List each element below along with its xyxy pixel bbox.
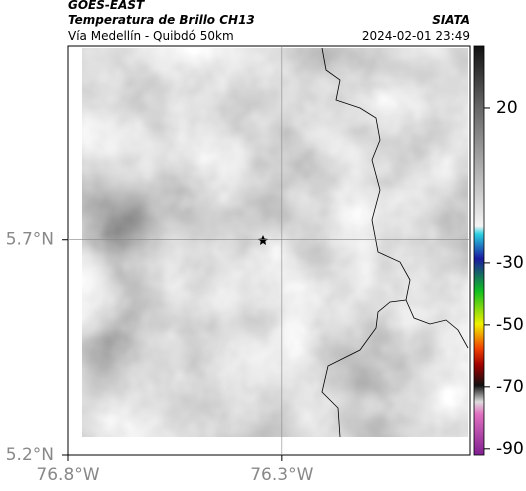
y-tick-label: 5.2°N — [6, 445, 54, 465]
y-tick-label: 5.7°N — [6, 230, 54, 250]
x-tick-label: 76.3°W — [250, 465, 313, 485]
colorbar-tick-label: -50 — [496, 315, 524, 335]
coastline — [321, 47, 411, 438]
satellite-image — [82, 48, 468, 437]
subtitle: Vía Medellín - Quibdó 50km — [68, 29, 234, 43]
source: GOES-EAST — [68, 0, 145, 12]
credit: SIATA — [432, 13, 470, 27]
colorbar-tick-label: -30 — [496, 253, 524, 273]
map-frame — [67, 45, 471, 456]
colorbar-tick-label: -90 — [496, 439, 524, 459]
datetime: 2024-02-01 23:49 — [362, 29, 470, 43]
title: Temperatura de Brillo CH13 — [68, 13, 255, 27]
x-tick-label: 76.8°W — [36, 465, 99, 485]
colorbar — [473, 45, 485, 456]
border — [405, 299, 469, 349]
colorbar-tick-label: 20 — [496, 98, 518, 118]
colorbar-tick-label: -70 — [496, 377, 524, 397]
